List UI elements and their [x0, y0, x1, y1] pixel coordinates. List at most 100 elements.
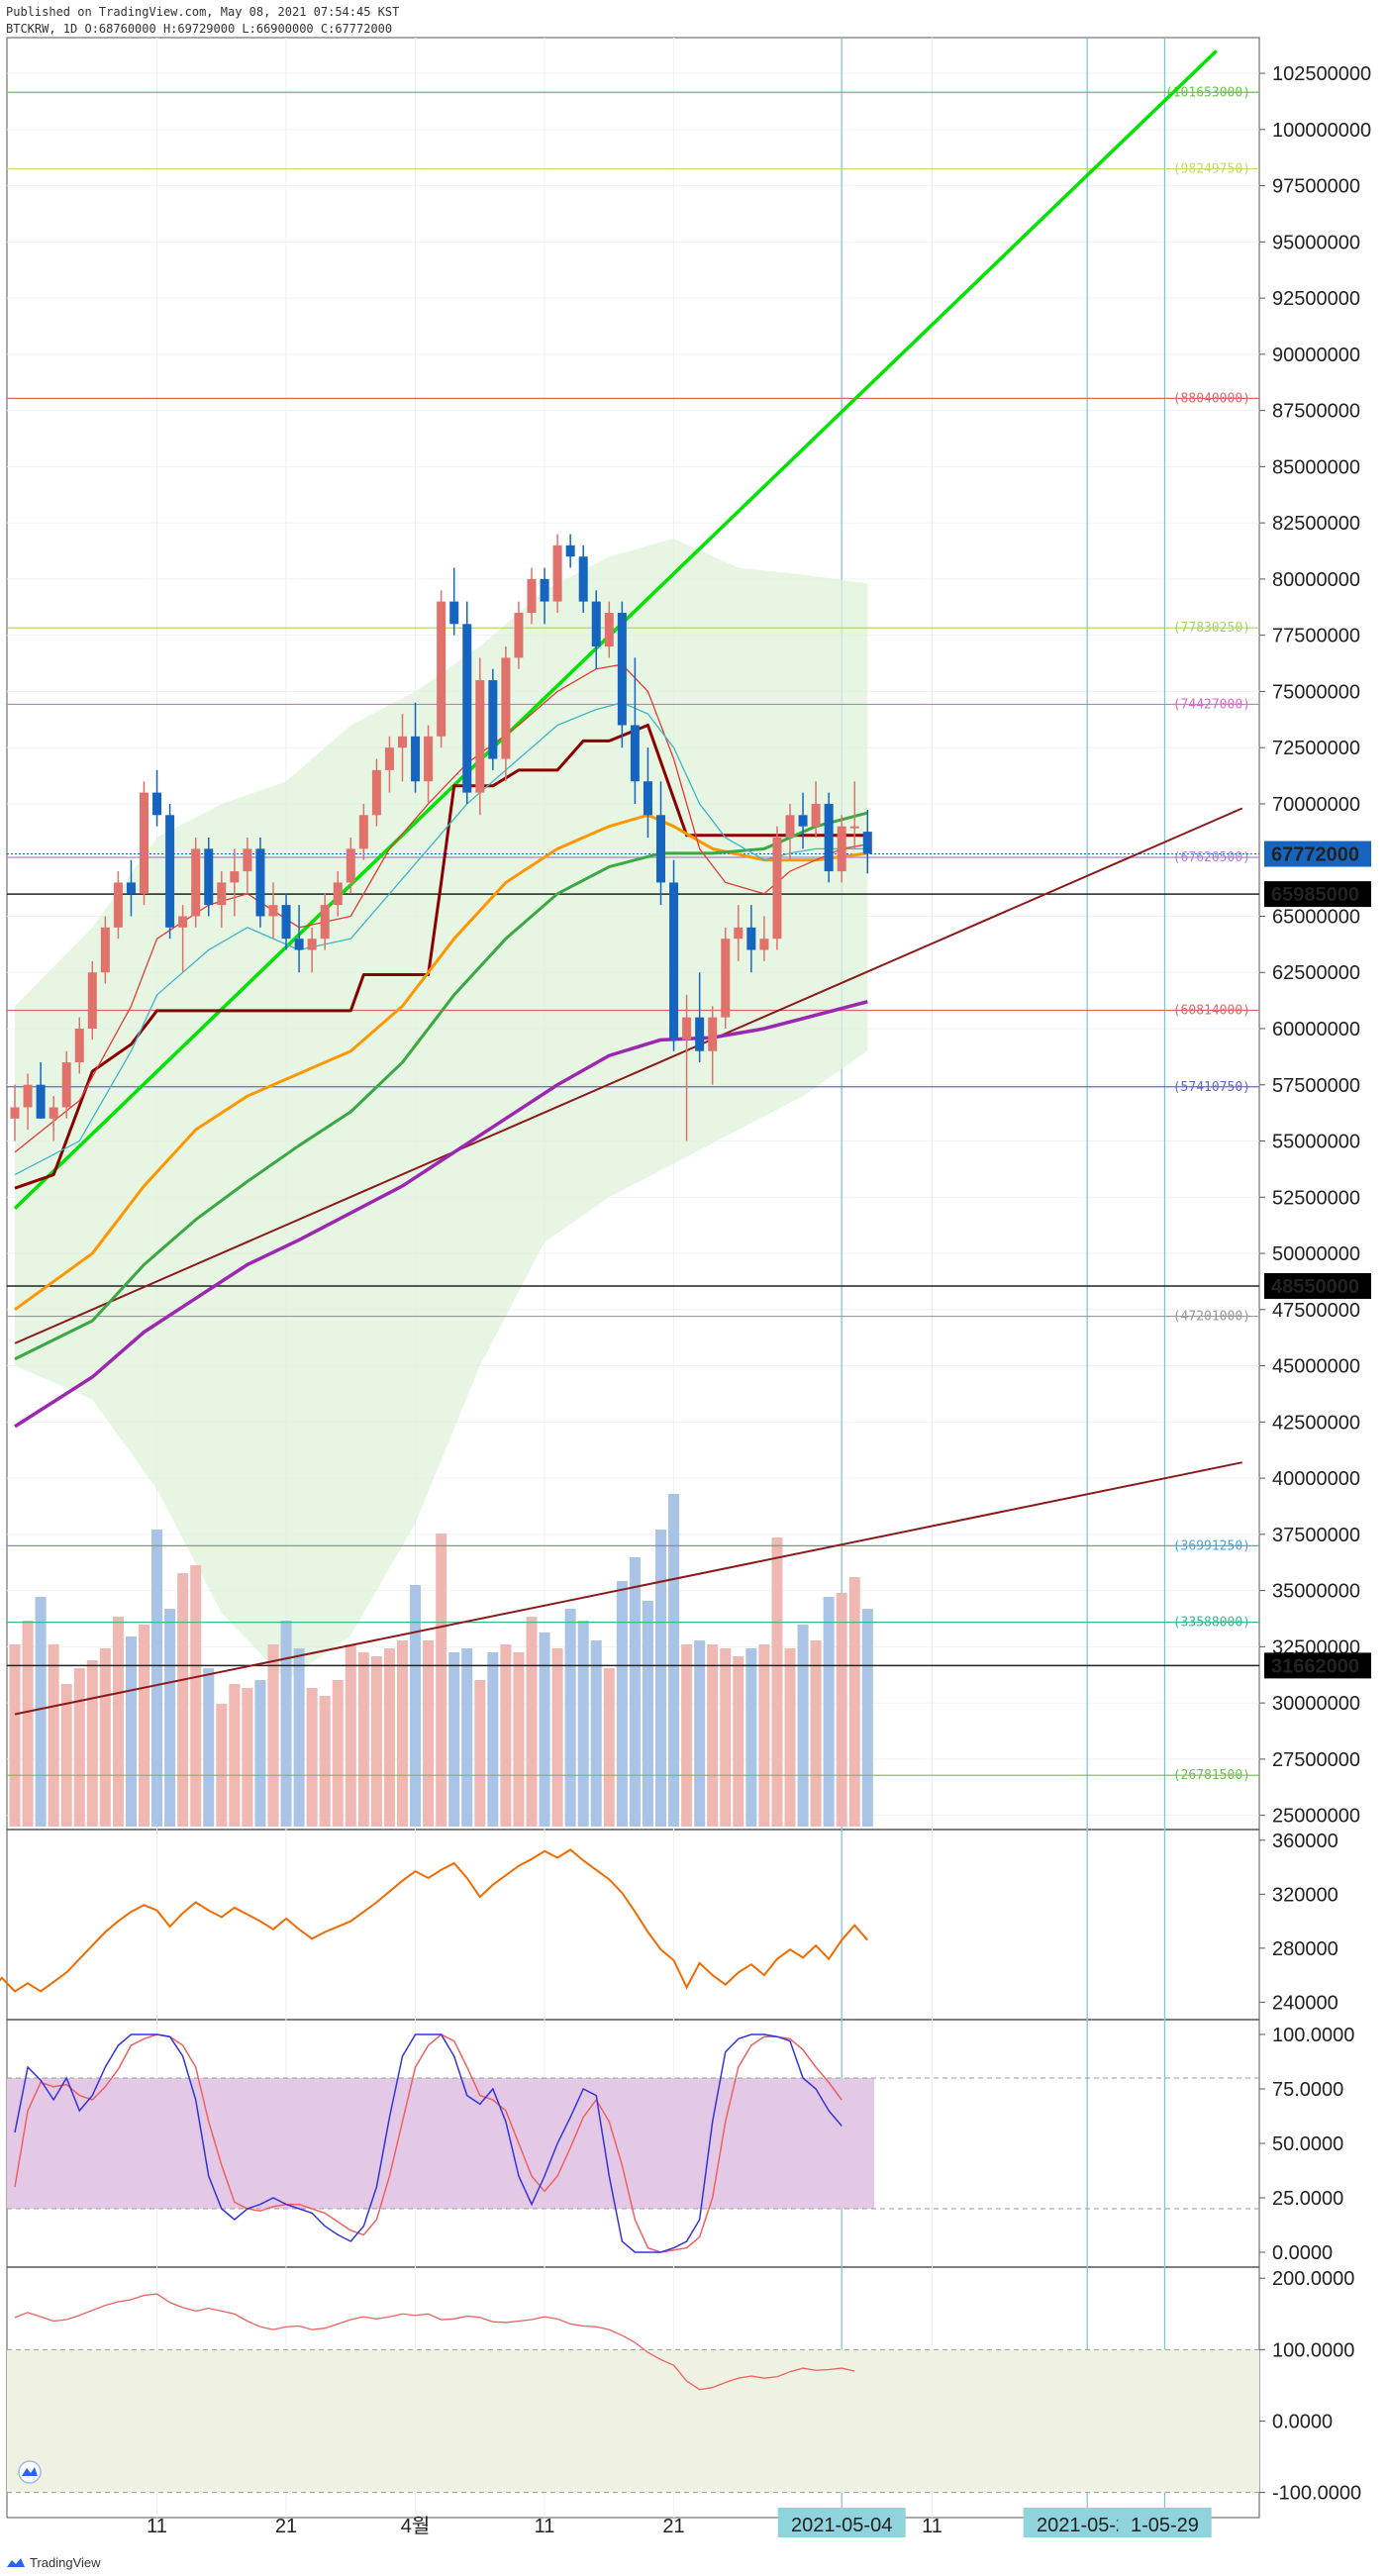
volume-bar	[848, 1577, 860, 1827]
stochastic-k-line	[14, 2033, 843, 2253]
level-label: (57410750)	[1173, 1080, 1250, 1095]
price-tick-label: 45000000	[1272, 1356, 1360, 1378]
volume-bar	[655, 1530, 666, 1827]
candle-body	[759, 939, 769, 950]
stochastic-tick-label: 75.0000	[1272, 2079, 1343, 2101]
candle-body	[358, 815, 368, 849]
candle-body	[100, 927, 110, 973]
level-label: (98249750)	[1173, 162, 1250, 177]
price-tick-label: 85000000	[1272, 456, 1360, 478]
EMA-green-line	[14, 811, 868, 1361]
candle-body	[501, 657, 511, 759]
candle-body	[475, 680, 485, 793]
volume-bar	[487, 1652, 499, 1827]
level-label: (47201000)	[1173, 1310, 1250, 1325]
volume-bar	[823, 1597, 835, 1827]
candle-body	[837, 826, 846, 872]
stochastic-tick-label: 50.0000	[1272, 2133, 1343, 2155]
volume-bar	[60, 1684, 72, 1827]
price-tick-label: 62500000	[1272, 962, 1360, 984]
footer-brand: TradingView	[30, 2555, 101, 2570]
candle-body	[36, 1084, 46, 1119]
volume-bar	[551, 1648, 563, 1827]
volume-bar	[694, 1640, 706, 1827]
candle-body	[281, 905, 291, 940]
volume-bar	[229, 1684, 241, 1827]
momentum-line	[0, 1848, 869, 1993]
price-tick-label: 35000000	[1272, 1581, 1360, 1603]
volume-bar	[513, 1652, 525, 1827]
candle-body	[617, 612, 627, 726]
candle-body	[540, 578, 549, 602]
candle-body	[126, 882, 136, 894]
level-label: (77830250)	[1173, 621, 1250, 636]
candle-body	[113, 882, 123, 928]
volume-bar	[357, 1652, 369, 1827]
price-tick-label: 82500000	[1272, 513, 1360, 535]
volume-bar	[99, 1648, 111, 1827]
candle-body	[204, 848, 214, 906]
chart-header: Published on TradingView.com, May 08, 20…	[6, 4, 399, 38]
candle-body	[346, 848, 355, 883]
level-label: (36991250)	[1173, 1538, 1250, 1553]
volume-bar	[603, 1668, 615, 1827]
volume-bar	[629, 1557, 641, 1827]
volume-bar	[784, 1648, 796, 1827]
time-tick-label: 11	[922, 2516, 942, 2537]
volume-bar	[423, 1640, 435, 1827]
price-tick-label: 97500000	[1272, 176, 1360, 198]
candle-body	[552, 545, 562, 602]
candle-body	[10, 1107, 20, 1119]
volume-bar	[48, 1644, 59, 1827]
candle-body	[140, 792, 149, 894]
candle-body	[371, 769, 381, 816]
volume-bar	[22, 1621, 34, 1827]
level-label: (33588000)	[1173, 1616, 1250, 1631]
candle-body	[643, 781, 652, 816]
time-tick-label: 11	[147, 2516, 167, 2537]
candle-body	[746, 927, 756, 950]
volume-bar	[668, 1494, 680, 1827]
cci-tick-label: 0.0000	[1272, 2411, 1333, 2432]
price-tick-label: 70000000	[1272, 794, 1360, 816]
ohlc-line: BTCKRW, 1D O:68760000 H:69729000 L:66900…	[6, 22, 393, 36]
volume-bar	[397, 1640, 408, 1827]
candle-body	[514, 612, 524, 658]
candle-body	[333, 882, 343, 906]
stochastic-band	[7, 2078, 874, 2209]
candle-body	[824, 803, 834, 872]
price-tick-label: 102500000	[1272, 63, 1371, 85]
volume-bar	[254, 1680, 266, 1827]
candle-body	[591, 601, 601, 647]
candle-body	[849, 826, 859, 829]
candle-body	[604, 612, 614, 647]
stochastic-tick-label: 100.0000	[1272, 2025, 1354, 2046]
candle-body	[424, 736, 434, 782]
candle-body	[565, 545, 575, 557]
volume-bar	[280, 1621, 292, 1827]
time-tick-label: 11	[535, 2516, 555, 2537]
volume-bar	[642, 1601, 653, 1827]
candle-body	[243, 848, 252, 872]
momentum-tick-label: 360000	[1272, 1831, 1338, 1852]
candle-body	[268, 905, 278, 917]
candle-body	[734, 927, 744, 940]
volume-bar	[164, 1609, 176, 1827]
candle-body	[294, 939, 304, 950]
time-badge-label: 2021-05-23	[1037, 2515, 1138, 2536]
candle-body	[255, 848, 265, 917]
volume-bar	[448, 1652, 460, 1827]
volume-bar	[836, 1593, 847, 1827]
candle-body	[61, 1062, 71, 1108]
level-label: (67620500)	[1173, 850, 1250, 865]
price-tick-label: 57500000	[1272, 1075, 1360, 1097]
candle-body	[307, 939, 317, 950]
price-tick-label: 77500000	[1272, 626, 1360, 647]
candle-body	[695, 1017, 705, 1051]
candle-body	[87, 972, 97, 1029]
level-label: (88040000)	[1173, 391, 1250, 406]
level-label: (74427000)	[1173, 697, 1250, 712]
price-badge-label: 31662000	[1271, 1655, 1359, 1677]
stochastic-d-line	[14, 2033, 843, 2253]
